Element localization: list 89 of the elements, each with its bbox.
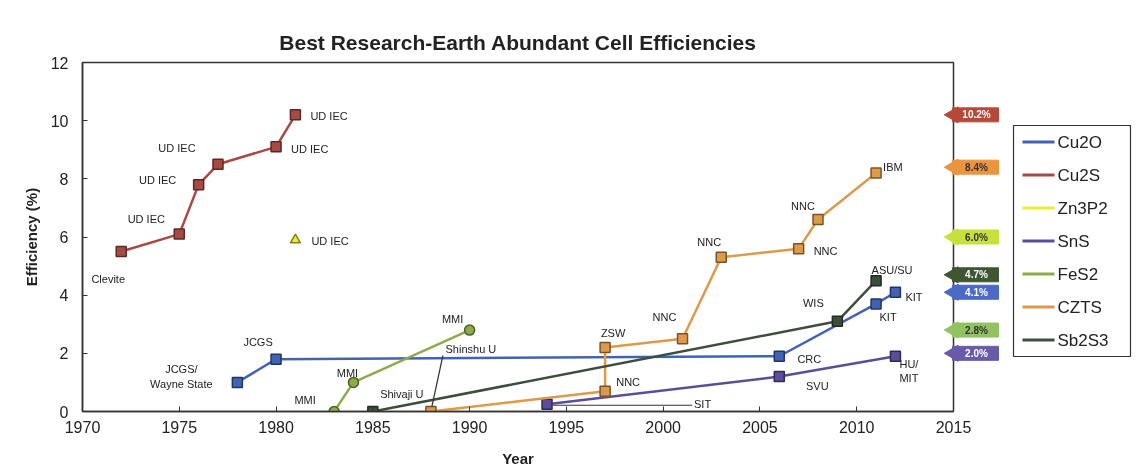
- legend-label: Cu2O: [1057, 132, 1102, 152]
- point: [812, 213, 824, 226]
- point: [831, 315, 844, 328]
- x-axis-title: Year: [502, 449, 535, 467]
- x-tick-label: 2010: [838, 418, 875, 436]
- annotation: Shinshu U: [445, 342, 497, 355]
- point: [289, 109, 302, 121]
- data-label: 2.8%: [965, 324, 988, 336]
- annotation: SIT: [694, 398, 712, 411]
- data-label: 4.1%: [965, 286, 988, 298]
- annotation: MMI: [336, 367, 359, 380]
- point: [347, 376, 360, 389]
- data-label: 2.0%: [965, 347, 988, 359]
- point: [773, 370, 786, 383]
- annotation: NNC: [791, 199, 815, 212]
- point: [115, 245, 127, 258]
- x-tick-label: 2005: [742, 418, 778, 436]
- y-tick-label: 0: [59, 403, 69, 421]
- point: [676, 333, 689, 345]
- point: [270, 141, 282, 153]
- annotation: WIS: [802, 297, 824, 310]
- point: [192, 178, 205, 191]
- data-label: 10.2%: [962, 109, 991, 121]
- point: [773, 350, 786, 362]
- x-tick-label: 1995: [548, 418, 585, 436]
- y-tick-label: 12: [50, 54, 69, 72]
- point: [870, 167, 882, 179]
- point: [870, 274, 882, 287]
- y-axis-title: Efficiency (%): [22, 187, 40, 287]
- annotation: JCGS/ Wayne State: [150, 363, 213, 390]
- x-tick-label: 2000: [645, 418, 682, 436]
- data-label: 6.0%: [965, 231, 988, 243]
- annotation: UD IEC: [311, 234, 349, 247]
- annotation: CRC: [797, 353, 822, 366]
- annotation: MMI: [294, 393, 316, 406]
- point: [289, 233, 302, 244]
- annotation: UD IEC: [310, 109, 348, 122]
- annotation: UD IEC: [127, 213, 165, 226]
- annotation: KIT: [905, 291, 923, 304]
- point: [173, 228, 186, 240]
- annotation: ZSW: [600, 326, 626, 339]
- point: [599, 385, 611, 397]
- point: [889, 350, 902, 362]
- legend-label: FeS2: [1057, 264, 1099, 284]
- legend-label: Sb2S3: [1057, 330, 1109, 350]
- y-tick-label: 6: [59, 229, 69, 246]
- point: [212, 158, 224, 171]
- annotation: Shivaji U: [380, 387, 424, 400]
- annotation: SVU: [805, 379, 829, 392]
- data-label: 4.7%: [965, 269, 988, 281]
- annotation: Clevite: [91, 272, 126, 285]
- annotation: UD IEC: [138, 173, 177, 186]
- annotation: IBM: [883, 161, 903, 174]
- chart-title: Best Research-Earth Abundant Cell Efficiencies: [279, 30, 756, 54]
- annotation: MMI: [441, 313, 464, 326]
- point: [715, 251, 727, 264]
- point: [231, 376, 244, 389]
- point: [270, 353, 282, 365]
- data-label: 8.4%: [965, 161, 988, 173]
- annotation: NNC: [813, 244, 838, 257]
- y-tick-label: 2: [59, 345, 69, 363]
- legend-label: Cu2S: [1057, 165, 1101, 185]
- point: [541, 398, 553, 410]
- x-tick-label: 2015: [935, 418, 972, 436]
- point: [792, 242, 805, 255]
- x-tick-label: 1970: [64, 418, 101, 436]
- legend-label: SnS: [1057, 231, 1090, 251]
- y-tick-label: 8: [59, 170, 69, 188]
- point: [599, 341, 611, 354]
- y-tick-label: 10: [50, 112, 69, 130]
- point: [889, 286, 902, 299]
- annotation: UD IEC: [291, 142, 329, 155]
- annotation: HU/ MIT: [899, 358, 920, 385]
- x-tick-label: 1980: [258, 418, 294, 436]
- x-tick-label: 1985: [355, 418, 391, 436]
- annotation: UD IEC: [158, 142, 196, 155]
- legend-label: CZTS: [1057, 297, 1102, 317]
- point: [463, 324, 476, 336]
- annotation: NNC: [616, 376, 641, 389]
- x-tick-label: 1975: [161, 418, 198, 436]
- annotation: NNC: [697, 236, 722, 249]
- y-tick-label: 4: [59, 287, 69, 305]
- annotation: KIT: [879, 310, 897, 323]
- legend-label: Zn3P2: [1057, 198, 1108, 218]
- annotation: JCGS: [243, 336, 273, 349]
- x-tick-label: 1990: [451, 418, 488, 436]
- annotation: ASU/SU: [871, 263, 913, 276]
- point: [870, 298, 882, 310]
- annotation: NNC: [652, 310, 677, 323]
